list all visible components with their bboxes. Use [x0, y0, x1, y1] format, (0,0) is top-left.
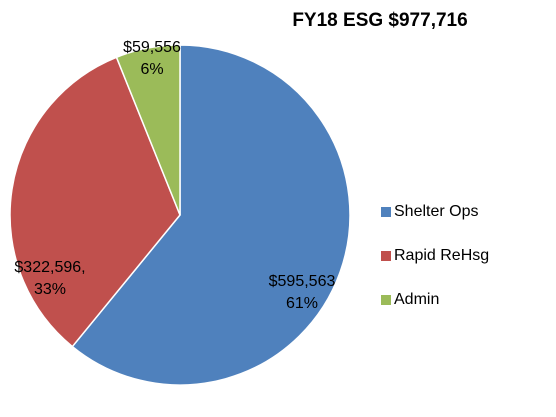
- data-label: $322,596,: [14, 259, 85, 276]
- legend-swatch: [381, 207, 391, 217]
- data-label: 33%: [34, 281, 66, 298]
- chart-title: FY18 ESG $977,716: [292, 10, 467, 31]
- legend-label: Shelter Ops: [394, 203, 478, 220]
- pie-slice: [71, 44, 351, 386]
- legend-label: Admin: [394, 291, 439, 308]
- pie-slice: [9, 56, 181, 348]
- data-label: 61%: [286, 295, 318, 312]
- legend-label: Rapid ReHsg: [394, 247, 489, 264]
- data-label: 6%: [140, 61, 163, 78]
- legend-swatch: [381, 251, 391, 261]
- pie-slice: [115, 44, 181, 216]
- data-label: $59,556: [123, 39, 181, 56]
- data-label: $595,563: [269, 273, 336, 290]
- legend-swatch: [381, 295, 391, 305]
